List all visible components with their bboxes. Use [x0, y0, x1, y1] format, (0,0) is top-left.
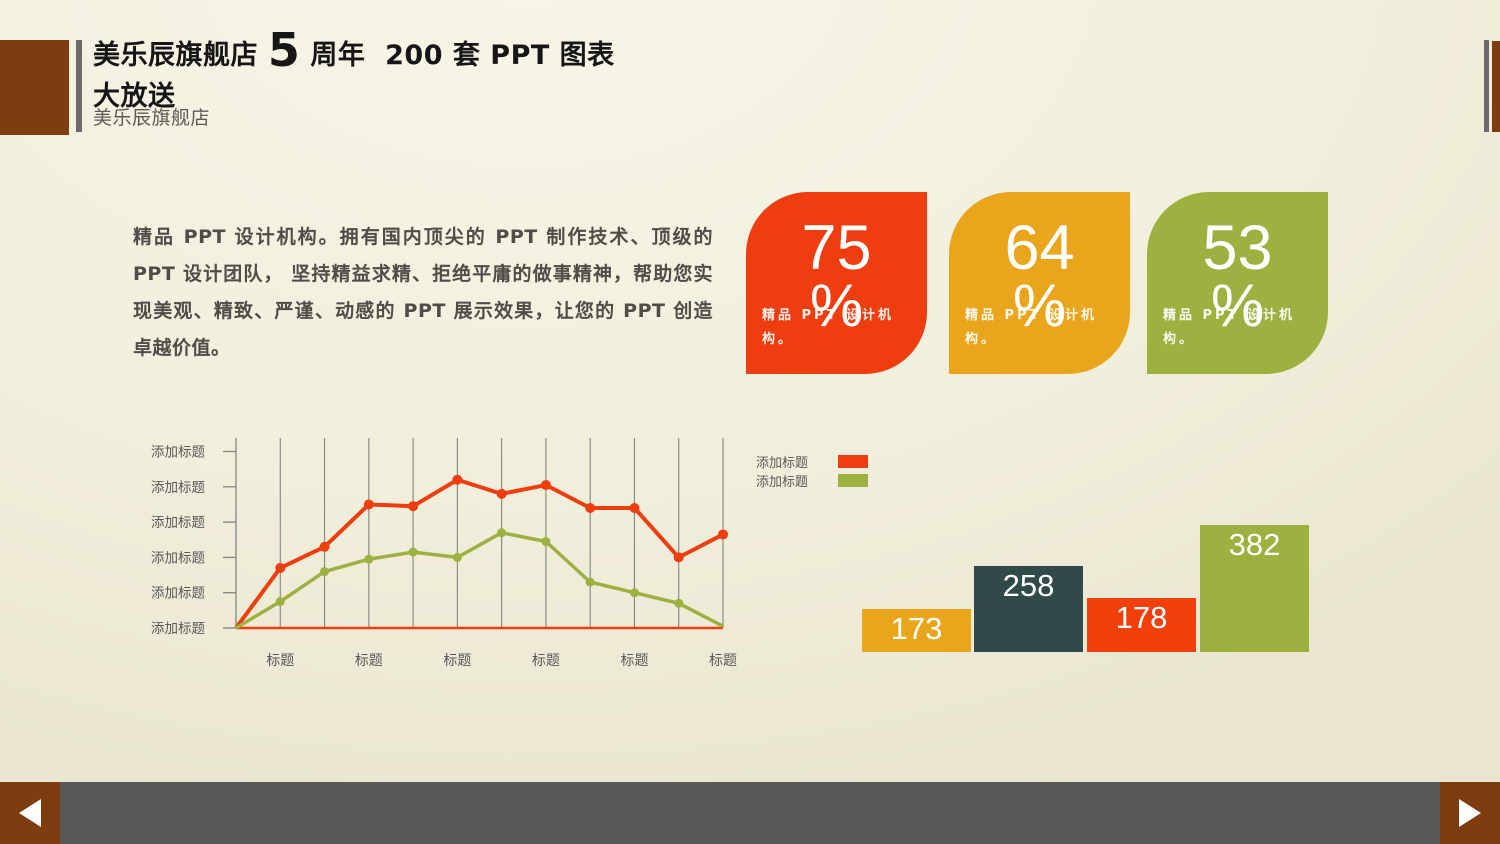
x-tick-label: 标题 [709, 653, 737, 669]
stat-value: 53 [1202, 213, 1273, 283]
title-anniversary-number: 5 [267, 23, 301, 77]
data-point [452, 552, 462, 562]
top-left-brown-square [0, 40, 69, 135]
data-point [629, 588, 639, 598]
data-point [452, 474, 463, 485]
left-vertical-divider [76, 40, 82, 132]
chart-legend: 添加标题 添加标题 [756, 452, 868, 490]
data-point [585, 577, 595, 587]
prev-slide-button[interactable] [0, 782, 60, 844]
y-tick-label: 添加标题 [151, 480, 205, 496]
data-point [320, 567, 330, 577]
stat-caption: 精品 PPT 设计机构。 [762, 308, 894, 347]
series-line [235, 530, 724, 630]
bottom-navigation-bar [0, 782, 1500, 844]
percent-sign: % [809, 272, 864, 339]
data-point [585, 502, 596, 513]
title-prefix: 美乐辰旗舰店 [93, 40, 268, 71]
percent-sign: % [1210, 272, 1265, 339]
slide-subtitle: 美乐辰旗舰店 [93, 107, 211, 129]
legend-swatch-green [838, 474, 868, 487]
top-right-brown-square [1492, 41, 1500, 132]
legend-label: 添加标题 [756, 456, 809, 471]
legend-label: 添加标题 [756, 475, 809, 490]
bar-chart-bar: 382 [1200, 525, 1309, 652]
x-tick-label: 标题 [355, 653, 383, 669]
right-arrow-icon [1459, 799, 1481, 827]
y-tick-label: 添加标题 [151, 621, 205, 637]
stat-badge-red: 75 精品 PPT 设计机构。 % [746, 192, 927, 374]
data-point [408, 501, 419, 512]
x-tick-label: 标题 [620, 653, 648, 669]
next-slide-button[interactable] [1440, 782, 1500, 844]
intro-paragraph: 精品 PPT 设计机构。拥有国内顶尖的 PPT 制作技术、顶级的 PPT 设计团… [133, 226, 713, 359]
legend-row: 添加标题 [756, 471, 868, 490]
legend-row: 添加标题 [756, 452, 868, 471]
legend-swatch-red [838, 455, 868, 468]
data-point [364, 554, 374, 564]
bar-value-label: 258 [1002, 568, 1055, 603]
data-point [275, 597, 285, 607]
data-point [275, 562, 286, 573]
stat-caption: 精品 PPT 设计机构。 [965, 308, 1097, 347]
x-tick-label: 标题 [532, 653, 560, 669]
stat-value: 75 [801, 213, 872, 283]
slide-title: 美乐辰旗舰店 5 周年 200 套 PPT 图表大放送 [93, 27, 638, 117]
y-tick-label: 添加标题 [151, 550, 205, 566]
right-vertical-divider [1484, 40, 1489, 132]
data-point [496, 488, 507, 499]
stat-badge-green: 53 精品 PPT 设计机构。 % [1147, 192, 1328, 374]
title-suffix: 周年 200 套 PPT 图表大放送 [93, 40, 615, 112]
percent-sign: % [1012, 272, 1067, 339]
bar-value-label: 173 [890, 611, 943, 646]
bar-chart: 173 258 178 382 [862, 525, 1314, 652]
data-point [718, 529, 728, 540]
stat-value: 64 [1004, 213, 1075, 283]
data-point [629, 502, 640, 513]
left-arrow-icon [19, 799, 41, 827]
data-point [673, 552, 684, 563]
y-tick-label: 添加标题 [151, 445, 205, 461]
x-tick-label: 标题 [266, 653, 294, 669]
y-tick-label: 添加标题 [151, 586, 205, 602]
bar-chart-bar: 178 [1087, 598, 1196, 652]
bar-value-label: 178 [1115, 600, 1168, 635]
data-point [408, 547, 418, 557]
data-point [541, 537, 551, 547]
data-point [540, 480, 551, 491]
bar-chart-bar: 173 [862, 609, 971, 652]
stat-badge-yellow: 64 精品 PPT 设计机构。 % [949, 192, 1130, 374]
data-point [497, 528, 507, 538]
series-line [234, 477, 724, 630]
bar-value-label: 382 [1228, 527, 1281, 562]
data-point [674, 598, 684, 608]
data-point [363, 499, 374, 510]
bar-chart-bar: 258 [974, 566, 1083, 652]
y-tick-label: 添加标题 [151, 515, 205, 531]
data-point [319, 541, 330, 552]
x-tick-label: 标题 [443, 653, 471, 669]
stat-caption: 精品 PPT 设计机构。 [1163, 308, 1295, 347]
